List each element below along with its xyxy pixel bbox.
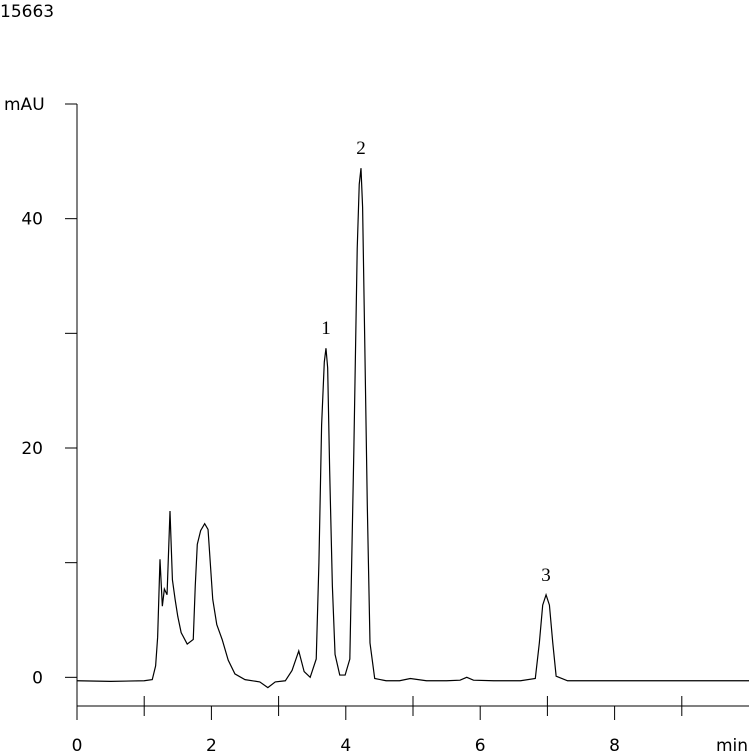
x-axis-label: min bbox=[716, 736, 748, 752]
chart-title: 15663 bbox=[0, 2, 54, 22]
y-tick-label: 40 bbox=[21, 210, 43, 230]
y-tick-label: 20 bbox=[21, 439, 43, 459]
peak-label: 3 bbox=[541, 565, 551, 586]
x-tick-label: 4 bbox=[340, 736, 351, 752]
x-tick-label: 0 bbox=[72, 736, 83, 752]
y-tick-label: 0 bbox=[32, 668, 43, 688]
x-tick-label: 2 bbox=[206, 736, 217, 752]
x-tick-label: 6 bbox=[475, 736, 486, 752]
peak-label: 2 bbox=[356, 138, 366, 159]
peak-label: 1 bbox=[321, 318, 331, 339]
trace bbox=[76, 168, 749, 689]
y-axis-label: mAU bbox=[4, 95, 45, 115]
x-tick-label: 8 bbox=[609, 736, 620, 752]
